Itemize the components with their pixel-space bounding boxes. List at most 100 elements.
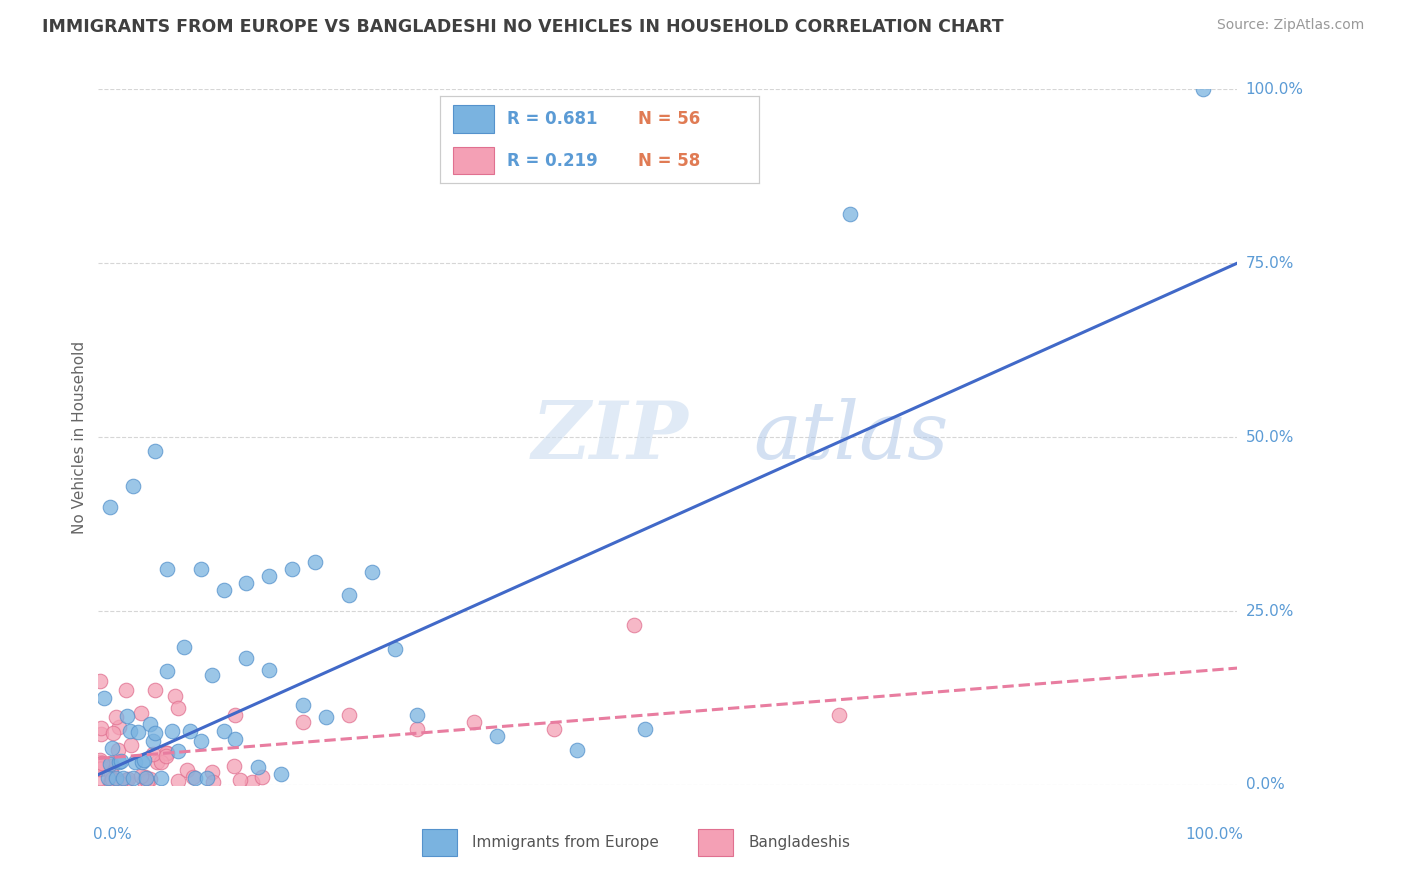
Point bbox=[134, 771, 156, 785]
Point bbox=[132, 773, 155, 788]
Point bbox=[145, 444, 167, 458]
Point bbox=[406, 723, 429, 737]
Point bbox=[89, 771, 111, 785]
Point bbox=[93, 690, 115, 705]
Point bbox=[162, 723, 184, 738]
Point bbox=[89, 673, 111, 688]
Point bbox=[110, 754, 132, 768]
Point bbox=[103, 776, 125, 790]
Point bbox=[406, 708, 429, 723]
Text: 100.0%: 100.0% bbox=[1185, 827, 1243, 842]
Point bbox=[167, 701, 190, 715]
Point bbox=[129, 706, 152, 720]
Point bbox=[135, 771, 157, 785]
Text: 0.0%: 0.0% bbox=[93, 827, 132, 842]
Point bbox=[100, 766, 122, 780]
Point bbox=[136, 774, 159, 789]
Point bbox=[108, 773, 131, 788]
Point bbox=[173, 640, 195, 655]
Point bbox=[121, 771, 143, 785]
Point bbox=[1192, 82, 1215, 96]
Point bbox=[195, 771, 218, 785]
Point bbox=[89, 762, 111, 776]
Point bbox=[150, 771, 173, 785]
Point bbox=[246, 760, 269, 774]
Point bbox=[176, 764, 198, 778]
Point bbox=[259, 569, 281, 583]
Point bbox=[121, 479, 143, 493]
Point bbox=[139, 772, 162, 786]
Point bbox=[565, 743, 588, 757]
Point bbox=[142, 747, 165, 761]
Point bbox=[235, 651, 257, 665]
Text: 75.0%: 75.0% bbox=[1246, 256, 1294, 270]
Point bbox=[486, 729, 509, 743]
Point bbox=[224, 732, 246, 747]
Point bbox=[120, 738, 142, 752]
Point bbox=[179, 724, 201, 739]
Point bbox=[100, 756, 122, 770]
Point bbox=[156, 664, 179, 678]
Point bbox=[132, 753, 155, 767]
Point bbox=[252, 770, 274, 784]
Point bbox=[190, 734, 212, 748]
Point bbox=[145, 726, 167, 740]
Point bbox=[184, 771, 207, 785]
Point bbox=[163, 689, 186, 703]
Point bbox=[292, 715, 315, 730]
Point bbox=[138, 717, 160, 731]
Text: Source: ZipAtlas.com: Source: ZipAtlas.com bbox=[1216, 18, 1364, 32]
Point bbox=[156, 562, 179, 576]
Point bbox=[337, 708, 360, 723]
Point bbox=[103, 726, 125, 740]
Point bbox=[90, 756, 112, 770]
Point bbox=[224, 708, 246, 723]
Point bbox=[104, 771, 127, 785]
Point bbox=[145, 755, 167, 769]
Text: 100.0%: 100.0% bbox=[1246, 82, 1303, 96]
Point bbox=[155, 746, 177, 760]
Point bbox=[91, 761, 114, 775]
Point bbox=[360, 565, 382, 579]
Point bbox=[124, 755, 146, 769]
Text: 50.0%: 50.0% bbox=[1246, 430, 1294, 444]
Point bbox=[229, 772, 252, 787]
Point bbox=[190, 562, 212, 576]
Point bbox=[337, 588, 360, 602]
Point bbox=[463, 715, 485, 730]
Point bbox=[90, 727, 112, 741]
Point bbox=[623, 618, 645, 632]
Point bbox=[304, 555, 326, 569]
Point bbox=[131, 755, 153, 769]
Point bbox=[98, 774, 121, 789]
Point bbox=[270, 766, 292, 780]
Text: 0.0%: 0.0% bbox=[1246, 778, 1284, 792]
Point bbox=[155, 748, 177, 763]
Point bbox=[90, 721, 112, 735]
Point bbox=[384, 642, 406, 657]
Point bbox=[115, 708, 138, 723]
Point bbox=[167, 744, 190, 758]
Point bbox=[89, 756, 111, 770]
Point bbox=[100, 775, 122, 789]
Point bbox=[107, 743, 129, 757]
Text: ZIP: ZIP bbox=[531, 399, 688, 475]
Point bbox=[105, 773, 128, 788]
Point bbox=[201, 774, 224, 789]
Point bbox=[96, 771, 118, 785]
Point bbox=[120, 724, 142, 739]
Point bbox=[149, 755, 172, 769]
Point bbox=[98, 500, 121, 514]
Text: atlas: atlas bbox=[754, 399, 949, 475]
Point bbox=[100, 772, 122, 786]
Point bbox=[292, 698, 315, 712]
Text: 25.0%: 25.0% bbox=[1246, 604, 1294, 618]
Text: IMMIGRANTS FROM EUROPE VS BANGLADESHI NO VEHICLES IN HOUSEHOLD CORRELATION CHART: IMMIGRANTS FROM EUROPE VS BANGLADESHI NO… bbox=[42, 18, 1004, 36]
Point bbox=[212, 724, 235, 739]
Point bbox=[281, 562, 304, 576]
Point bbox=[201, 765, 224, 780]
Point bbox=[115, 683, 138, 698]
Point bbox=[201, 668, 224, 682]
Point bbox=[117, 772, 139, 786]
Point bbox=[101, 740, 124, 755]
